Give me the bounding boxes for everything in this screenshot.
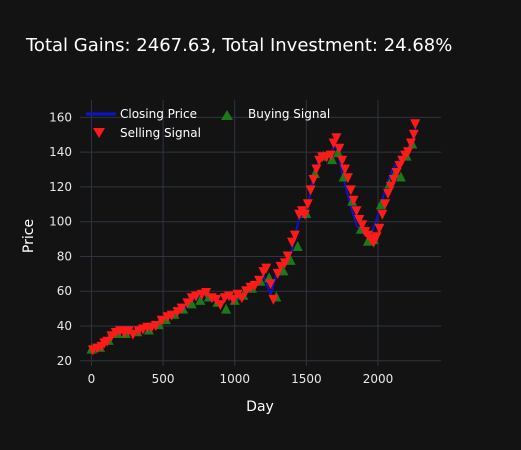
- sell-signal-marker: [334, 143, 345, 154]
- sell-signal-marker: [265, 279, 276, 290]
- sell-signal-marker: [279, 258, 290, 269]
- sell-signal-marker: [123, 326, 134, 337]
- sell-signal-marker: [377, 209, 388, 220]
- sell-signal-marker: [191, 291, 201, 302]
- sell-signal-marker: [302, 199, 313, 210]
- sell-signal-marker: [331, 133, 342, 144]
- sell-signal-marker: [351, 206, 362, 217]
- sell-signal-marker: [102, 336, 113, 347]
- sell-signal-marker: [342, 173, 353, 184]
- sell-signal-marker: [357, 220, 368, 231]
- buy-signal-marker: [186, 298, 197, 309]
- sell-signal-marker: [305, 185, 316, 196]
- sell-signal-marker: [403, 147, 414, 158]
- sell-signal-marker: [388, 175, 399, 185]
- sell-signal-marker: [299, 209, 310, 220]
- sell-signal-marker: [201, 288, 212, 298]
- buy-signal-marker: [375, 199, 386, 210]
- x-tick-label: 500: [152, 372, 175, 386]
- x-tick-label: 1500: [291, 372, 322, 386]
- x-axis-title: Day: [246, 399, 274, 415]
- y-tick-label: 20: [57, 354, 72, 368]
- x-tick-label: 2000: [363, 372, 394, 386]
- sell-signal-marker: [345, 185, 356, 196]
- sell-signal-marker: [232, 289, 243, 300]
- legend-triangle-down-icon: [93, 128, 105, 138]
- legend[interactable]: Closing Price Buying Signal Selling Sign…: [86, 107, 330, 140]
- sell-signal-marker: [268, 294, 279, 305]
- sell-signal-marker: [176, 303, 187, 314]
- sell-signal-marker: [311, 164, 322, 175]
- sell-signal-marker: [128, 329, 138, 340]
- tick-labels: 20 40 60 80 100 120 140 160 0 500 1000 1500 2000: [49, 110, 393, 386]
- sell-signal-marker: [289, 230, 300, 241]
- legend-label-selling-signal: Selling Signal: [120, 126, 201, 140]
- y-tick-label: 160: [49, 110, 72, 124]
- buy-signal-marker: [278, 265, 289, 276]
- sell-signal-marker: [156, 315, 167, 326]
- sell-signal-marker: [261, 263, 272, 274]
- sell-signal-marker: [408, 129, 419, 140]
- legend-item-selling-signal[interactable]: Selling Signal: [93, 126, 201, 140]
- sell-signal-marker: [405, 138, 416, 149]
- sell-signal-marker: [371, 232, 382, 243]
- sell-signal-marker: [325, 150, 336, 161]
- sell-signal-marker: [150, 321, 161, 331]
- buy-signal-marker: [221, 303, 232, 314]
- sell-signal-marker: [385, 181, 396, 192]
- sell-signal-marker: [337, 155, 348, 166]
- buy-signal-marker: [292, 241, 303, 251]
- sell-signal-marker: [380, 199, 391, 210]
- sell-signal-marker: [215, 300, 226, 311]
- y-tick-label: 140: [49, 145, 72, 159]
- y-tick-label: 100: [49, 215, 72, 229]
- x-tick-label: 1000: [219, 372, 250, 386]
- sell-signal-marker: [391, 168, 402, 178]
- buy-signal-marker: [327, 154, 338, 165]
- sell-signal-marker: [166, 310, 177, 321]
- sell-signal-marker: [374, 223, 385, 234]
- legend-label-closing-price: Closing Price: [120, 107, 197, 121]
- x-tick-label: 0: [88, 372, 96, 386]
- sell-signal-marker: [272, 268, 283, 279]
- sell-signal-marker: [224, 291, 234, 302]
- y-tick-label: 60: [57, 284, 72, 298]
- sell-signal-marker: [211, 294, 222, 305]
- sell-signal-marker: [308, 175, 319, 185]
- legend-triangle-up-icon: [221, 110, 233, 120]
- y-tick-label: 40: [57, 319, 72, 333]
- buy-signal-marker: [195, 294, 206, 305]
- sell-signal-marker: [340, 164, 350, 175]
- data-layer: [86, 119, 421, 356]
- sell-signal-marker: [254, 275, 265, 286]
- y-tick-label: 80: [57, 249, 72, 263]
- sell-signal-marker: [354, 215, 365, 225]
- sell-signal-marker: [282, 251, 293, 262]
- legend-item-buying-signal[interactable]: Buying Signal: [221, 107, 330, 121]
- buy-signal-marker: [332, 147, 343, 158]
- sell-signal-marker: [182, 298, 193, 309]
- legend-item-closing-price[interactable]: Closing Price: [86, 107, 197, 121]
- sell-signal-marker: [383, 188, 393, 199]
- sell-signal-marker: [236, 293, 247, 304]
- y-axis-title: Price: [21, 219, 37, 253]
- sell-signal-marker: [287, 237, 297, 248]
- buy-signal-marker: [395, 171, 406, 182]
- y-tick-label: 120: [49, 180, 72, 194]
- legend-label-buying-signal: Buying Signal: [248, 107, 330, 121]
- buy-signal-marker: [285, 254, 296, 265]
- chart-title: Total Gains: 2467.63, Total Investment: …: [25, 35, 452, 56]
- sell-signal-marker: [228, 294, 239, 305]
- sell-signal-marker: [348, 195, 359, 206]
- sell-signal-marker: [410, 119, 421, 130]
- sell-signal-marker: [249, 281, 260, 291]
